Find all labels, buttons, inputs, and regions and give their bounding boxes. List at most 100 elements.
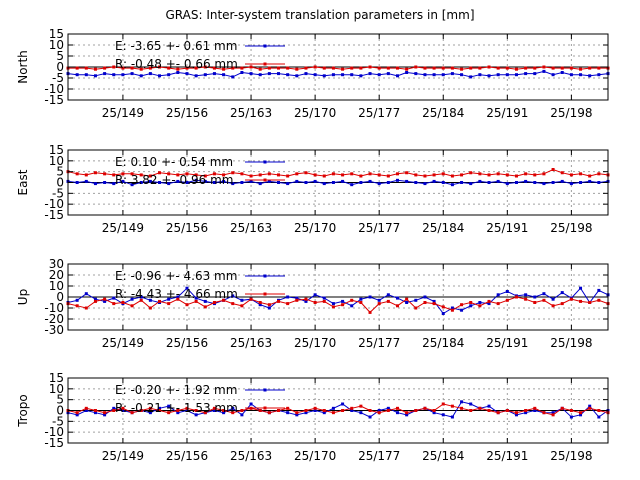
data-point-e (350, 409, 354, 412)
data-point-r (551, 66, 555, 70)
data-point-r (514, 67, 518, 71)
data-point-e (341, 402, 345, 406)
y-tick-label: 15 (49, 27, 64, 41)
data-point-r (386, 409, 390, 412)
data-point-e (176, 411, 180, 415)
data-point-e (487, 302, 491, 306)
x-tick-label: 25/156 (166, 336, 208, 350)
data-point-r (588, 174, 592, 178)
data-point-r (386, 299, 390, 303)
data-point-r (240, 172, 244, 176)
data-point-r (579, 299, 583, 303)
data-point-r (130, 411, 134, 415)
panel-east: E: 0.10 +- 0.54 mm R: 3.82 +- 0.96 mm 1510… (16, 143, 610, 235)
data-point-e (222, 411, 226, 415)
data-point-r (533, 66, 537, 70)
x-tick-label: 25/198 (550, 106, 592, 120)
data-point-e (414, 72, 418, 76)
y-tick-label: 10 (49, 38, 64, 52)
data-point-e (377, 298, 381, 302)
data-point-r (148, 174, 152, 178)
x-tick-label: 25/149 (102, 449, 144, 463)
data-point-r (231, 302, 235, 306)
x-tick-label: 25/177 (358, 449, 400, 463)
data-point-e (450, 72, 454, 76)
data-point-r (350, 172, 354, 176)
y-tick-label: -20 (44, 312, 64, 326)
data-point-e (331, 302, 335, 306)
data-point-r (450, 174, 454, 178)
data-point-r (524, 172, 528, 176)
data-point-r (130, 172, 134, 176)
data-point-e (579, 413, 583, 417)
data-point-r (267, 66, 271, 70)
data-point-e (460, 308, 464, 312)
data-point-e (75, 181, 79, 184)
data-point-r (121, 66, 125, 70)
series-line-e (67, 401, 609, 418)
data-point-e (103, 299, 107, 303)
data-point-r (496, 411, 500, 415)
data-point-r (158, 299, 162, 303)
data-point-e (84, 73, 88, 77)
data-point-e (194, 178, 198, 182)
data-point-r (295, 411, 299, 415)
data-point-r (368, 172, 372, 176)
data-point-e (103, 181, 107, 184)
data-point-e (148, 72, 152, 76)
data-point-r (231, 171, 235, 175)
data-point-e (267, 306, 271, 310)
data-point-r (414, 173, 418, 177)
data-point-e (395, 74, 399, 78)
data-point-r (405, 297, 409, 301)
data-point-r (460, 67, 464, 71)
x-tick-label: 25/177 (358, 336, 400, 350)
data-point-r (322, 174, 326, 178)
data-point-e (377, 182, 381, 186)
data-point-e (414, 181, 418, 184)
data-point-r (496, 66, 500, 70)
data-point-r (148, 406, 152, 410)
x-tick-label: 25/163 (230, 449, 272, 463)
data-point-r (249, 65, 253, 69)
data-point-e (514, 181, 518, 184)
y-tick-label: -5 (52, 186, 64, 200)
data-point-e (295, 296, 299, 300)
data-point-r (313, 173, 317, 177)
data-point-e (304, 411, 308, 415)
data-point-r (313, 65, 317, 69)
data-point-r (139, 409, 143, 412)
y-tick-label: -15 (44, 208, 64, 222)
series-line-e (67, 179, 609, 186)
data-point-r (103, 172, 107, 176)
data-point-e (423, 73, 427, 77)
data-point-r (341, 303, 345, 307)
data-point-r (377, 173, 381, 177)
data-point-e (277, 181, 281, 184)
data-point-e (331, 406, 335, 410)
data-point-r (487, 299, 491, 303)
x-tick-label: 25/191 (486, 336, 528, 350)
y-tick-label: 15 (49, 371, 64, 385)
data-point-e (405, 301, 409, 304)
data-point-r (350, 298, 354, 302)
data-point-r (395, 406, 399, 410)
data-point-e (240, 71, 244, 74)
data-point-e (487, 74, 491, 78)
data-point-r (496, 172, 500, 176)
data-point-r (460, 303, 464, 307)
data-point-e (441, 413, 445, 417)
y-tick-label: -30 (44, 323, 64, 337)
data-point-e (212, 181, 216, 184)
data-point-e (231, 406, 235, 410)
data-point-e (496, 73, 500, 77)
y-tick-label: 20 (49, 268, 64, 282)
data-point-r (597, 409, 601, 412)
data-point-r (176, 67, 180, 71)
data-point-e (478, 73, 482, 77)
data-point-r (240, 304, 244, 308)
data-point-r (386, 66, 390, 70)
data-point-e (423, 182, 427, 186)
data-point-e (597, 288, 601, 292)
y-tick-label: -5 (52, 71, 64, 85)
